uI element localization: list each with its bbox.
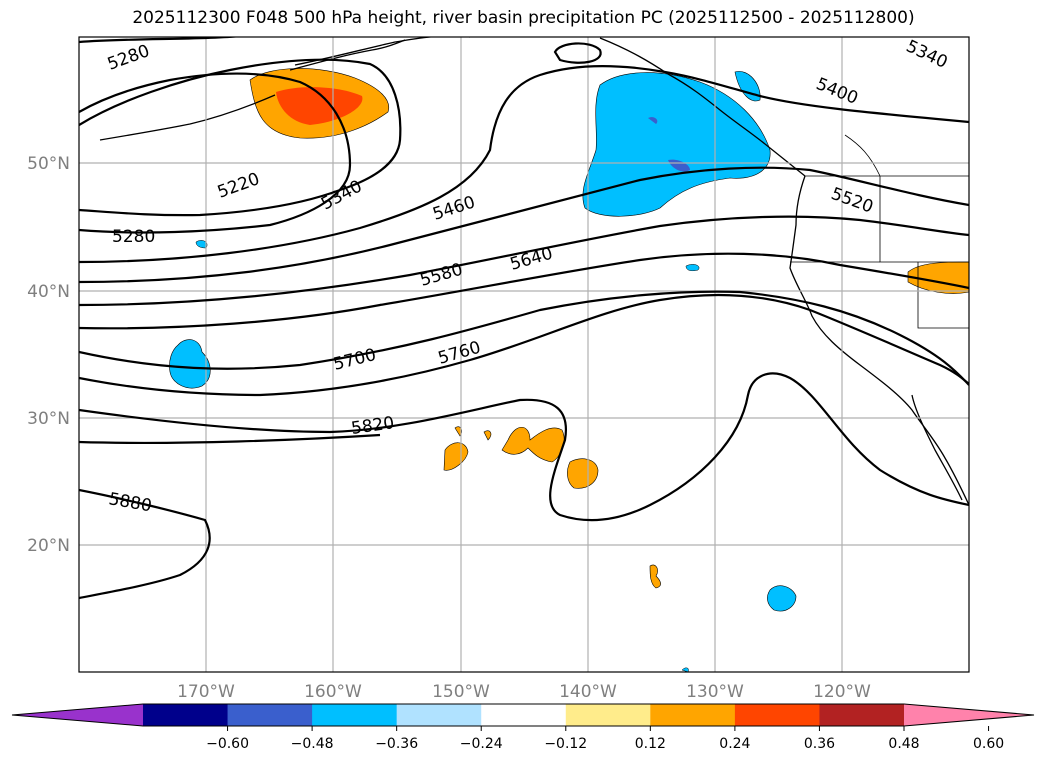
colorbar-swatch — [396, 704, 482, 726]
coast-bc-alaska — [599, 37, 806, 177]
border-state-4 — [844, 134, 881, 177]
coast-alaska-peninsula — [289, 39, 406, 71]
lat-label: 30°N — [27, 409, 70, 429]
contour-5580 — [79, 215, 969, 307]
plot-frame — [78, 36, 970, 673]
colorbar-swatch — [227, 704, 313, 726]
height-contours — [79, 37, 969, 600]
precip-positive-subtropic-1 — [443, 442, 469, 471]
colorbar-tick-label: 0.12 — [635, 736, 666, 752]
colorbar-extend-max — [904, 704, 1034, 726]
lon-label: 140°W — [559, 682, 617, 702]
contour-5340-loop — [79, 72, 352, 234]
contour-5280-north — [79, 58, 402, 217]
coast-aleutian-chain — [99, 94, 276, 141]
precip-negative-pnw-core2 — [648, 117, 658, 124]
precip-negative-south — [767, 585, 797, 612]
contour-5760 — [79, 293, 969, 397]
lat-label: 20°N — [27, 536, 70, 556]
colorbar-swatch — [650, 704, 736, 726]
precip-positive-subtropic-3 — [483, 430, 492, 441]
lon-label: 160°W — [304, 682, 362, 702]
contour-5520 — [79, 166, 969, 284]
colorbar-swatch — [481, 704, 567, 726]
colorbar-extend-min — [12, 704, 143, 726]
longitude-labels: 170°W 160°W 150°W 140°W 130°W 120°W — [177, 682, 871, 702]
political-borders — [790, 134, 969, 329]
coast-baja — [911, 394, 963, 501]
colorbar-swatch — [143, 704, 229, 726]
border-state-2 — [917, 262, 969, 329]
precip-negative-pnw — [582, 72, 771, 217]
contour-5820 — [79, 372, 969, 522]
colorbar-tick-label: 0.48 — [888, 736, 919, 752]
colorbar-swatch — [565, 704, 651, 726]
colorbar-swatch — [734, 704, 820, 726]
latitude-labels: 50°N 40°N 30°N 20°N — [27, 154, 70, 556]
colorbar-swatch — [819, 704, 905, 726]
precip-positive-subtropic-5 — [567, 458, 599, 489]
lat-label: 50°N — [27, 154, 70, 174]
lon-label: 130°W — [686, 682, 744, 702]
precip-negative-central-pacific — [169, 339, 211, 389]
precip-positive-subtropic-6 — [649, 564, 661, 589]
contour-label: 5280 — [112, 227, 155, 247]
lat-label: 40°N — [27, 282, 70, 302]
colorbar-swatch — [312, 704, 398, 726]
contour-5880-south — [79, 488, 211, 600]
colorbar-outline — [11, 703, 1035, 727]
precip-positive-aleutian-core — [276, 87, 363, 125]
contour-5640 — [79, 252, 969, 330]
lon-label: 170°W — [177, 682, 235, 702]
colorbar-tick-label: −0.60 — [206, 736, 249, 752]
contour-small-loop — [553, 42, 602, 64]
coast-us-west — [789, 175, 969, 506]
colorbar-tick-label: −0.36 — [375, 736, 418, 752]
contour-5460 — [79, 64, 969, 264]
colorbar-tick-label: 0.24 — [719, 736, 750, 752]
lon-label: 150°W — [432, 682, 490, 702]
precip-patches — [169, 68, 969, 672]
colorbar-tick-label: −0.12 — [544, 736, 587, 752]
colorbar-tick-label: −0.48 — [291, 736, 334, 752]
contour-5880 — [79, 433, 381, 445]
contour-5700 — [79, 290, 969, 386]
colorbar-tick-label: −0.24 — [460, 736, 503, 752]
colorbar-tick-label: 0.60 — [973, 736, 1004, 752]
precip-negative-small-2 — [685, 264, 700, 272]
lon-label: 120°W — [813, 682, 871, 702]
graticule — [79, 37, 969, 672]
map-title: 2025112300 F048 500 hPa height, river ba… — [132, 8, 915, 28]
colorbar-tick-label: 0.36 — [804, 736, 835, 752]
